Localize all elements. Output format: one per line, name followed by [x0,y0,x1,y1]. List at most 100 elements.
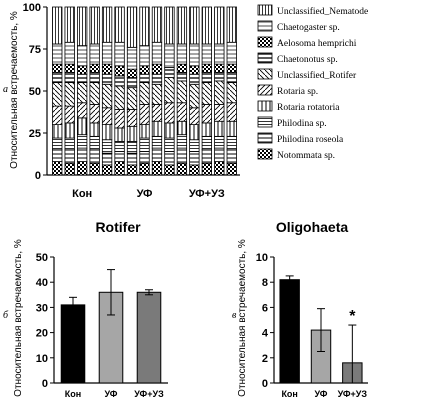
stacked-bar-segment [151,135,163,149]
stacked-bar-segment [114,6,125,43]
y-tick-label: 10 [36,353,48,365]
stacked-bar-segment [189,73,200,85]
y-tick-label: 10 [256,252,268,264]
stacked-bar-segment [52,105,63,126]
legend: Unclassified_Nematode Chaetogaster sp. Ael… [257,4,368,161]
stacked-bar-segment [139,137,150,152]
stacked-bar-segment [139,151,150,164]
y-tick-label: 100 [23,2,41,14]
stacked-bar-segment [77,134,88,149]
stacked-bar-segment [126,164,138,176]
rotifer-chart-title: Rotifer [95,219,141,235]
stacked-bar-segment [139,6,150,47]
stacked-bar-segment [101,41,113,65]
stacked-bar-segment [89,63,100,73]
stacked-bar-segment [201,135,212,151]
panel-label-b: б [3,310,9,321]
stacked-bar-segment [201,43,212,65]
stacked-bar-segment [89,6,100,45]
stacked-bar-segment [226,72,237,83]
x-tick-label: УФ+УЗ [134,389,164,399]
stacked-bar-segment [201,122,212,137]
stacked-bar-segment [126,6,138,48]
legend-label: Aelosoma hemprichi [277,39,357,49]
stacked-bar-segment [189,151,200,166]
stacked-bar-segment [114,127,125,142]
stacked-bar-segment [176,63,188,73]
stacked-bar-segment [151,41,163,65]
stacked-bar-segment [89,72,100,83]
stacked-bar-segment [226,135,237,151]
stacked-bar-segment [64,105,75,124]
stacked-bar-segment [214,135,225,149]
stacked-bar-segment [89,104,100,124]
stacked-bar-segment [214,6,225,45]
stacked-chart-panel: а Относительная встречаемость, % 0 25 50 75… [3,2,368,200]
x-tick-label: УФ [315,389,328,399]
stacked-bar-segment [89,122,100,137]
stacked-bar-segment [164,102,175,124]
rotifer-chart-plot: 0 10 20 30 40 50 Кон УФ УФ+УЗ [36,252,168,399]
stacked-bar-segment [77,147,88,162]
stacked-bar-segment [226,82,237,104]
y-tick-label: 6 [262,302,268,314]
stacked-bar-segment [52,161,63,176]
stacked-bar-segment [164,151,175,166]
stacked-bar-segment [101,83,113,109]
stacked-bar-segment [214,120,225,137]
stacked-bar-segment [64,162,75,176]
legend-label: Chaetogaster sp. [277,23,340,33]
stacked-bar-segment [214,147,225,162]
x-group-label: УФ [137,188,153,200]
legend-label: Rotaria rotatoria [277,103,340,113]
legend-label: Unclassified_Rotifer [277,70,357,81]
stacked-bar-segment [101,73,113,85]
y-tick-label: 8 [262,277,268,289]
bar [279,279,300,384]
stacked-bar-segment [189,83,200,109]
stacked-bar-segment [89,162,100,176]
stacked-bar-segment [201,162,212,176]
legend-swatch [257,116,273,128]
legend-swatch [257,4,273,16]
stacked-bar-segment [189,124,200,141]
y-tick-label: 25 [29,128,41,140]
stacked-bar-segment [139,45,150,67]
stacked-bar-segment [126,68,138,78]
stacked-bar-segment [114,161,125,176]
stacked-bar-segment [139,82,150,105]
stacked-bar-segment [114,65,125,77]
stacked-bar-segment [52,137,63,151]
legend-swatch [257,36,273,48]
stacked-bar-segment [52,63,63,73]
stacked-bar-segment [214,72,225,82]
stacked-bar-segment [151,104,163,122]
stacked-bar-segment [101,139,113,154]
stacked-bar-segment [126,125,138,142]
stacked-bar-segment [226,149,237,164]
stacked-bar-segment [64,137,75,151]
stacked-bar-segment [64,6,75,43]
stacked-bar-segment [164,122,175,139]
stacked-bar-segment [126,46,138,70]
stacked-bar-segment [226,102,237,122]
stacked-bar-segment [226,41,237,65]
legend-swatch [257,132,273,144]
rotifer-chart-y-label: Относительная встречаемость, % [13,239,24,397]
stacked-bar-segment [64,72,75,83]
stacked-bar-segment [201,63,212,73]
stacked-bar-segment [214,63,225,73]
legend-label: Rotaria sp. [277,87,318,97]
stacked-bar-segment [64,122,75,139]
legend-swatch [257,100,273,112]
x-tick-label: УФ+УЗ [338,389,368,399]
legend-label: Notommata sp. [277,151,335,161]
stacked-bar-segment [52,43,63,65]
stacked-bar-segment [114,140,125,152]
y-tick-label: 50 [36,252,48,264]
stacked-bar-segment [114,151,125,162]
stacked-bar-segment [77,45,88,67]
stacked-bar-segment [176,43,188,65]
stacked-bar-segment [77,102,88,119]
